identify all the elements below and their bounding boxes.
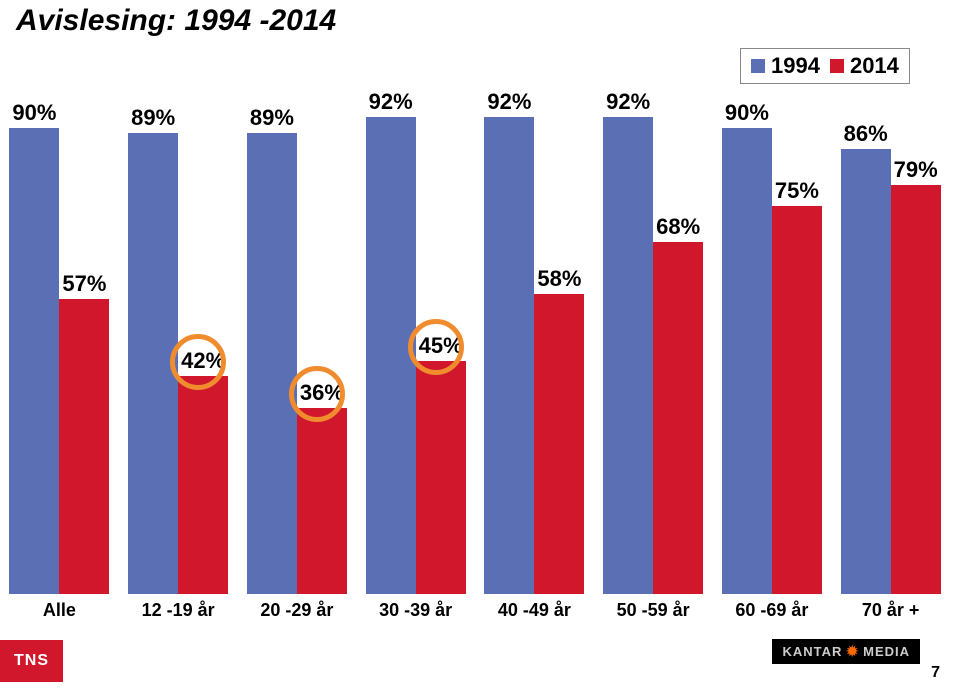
x-axis-label: 30 -39 år xyxy=(379,600,452,621)
tns-logo: TNS xyxy=(0,640,63,682)
x-axis-label: 50 -59 år xyxy=(617,600,690,621)
bar-label: 75% xyxy=(775,178,819,204)
bar-2014: 57% xyxy=(59,299,109,594)
bar-group: 90%75% xyxy=(722,76,822,594)
highlight-circle xyxy=(289,366,345,422)
bar-label: 86% xyxy=(844,121,888,147)
flame-icon: ✹ xyxy=(846,643,859,660)
page-number: 7 xyxy=(931,664,940,682)
legend-swatch-2014 xyxy=(830,59,844,73)
kantar-logo: KANTAR ✹ MEDIA xyxy=(772,639,920,664)
bar-1994: 92% xyxy=(366,117,416,594)
bar-label: 92% xyxy=(487,89,531,115)
chart-title: Avislesing: 1994 -2014 xyxy=(16,4,336,38)
x-axis-label: 70 år + xyxy=(862,600,920,621)
bar-2014: 58% xyxy=(534,294,584,594)
bar-1994: 92% xyxy=(484,117,534,594)
bar-label: 89% xyxy=(131,105,175,131)
x-axis-label: Alle xyxy=(43,600,76,621)
bar-label: 90% xyxy=(12,100,56,126)
bar-1994: 90% xyxy=(9,128,59,594)
bar-1994: 90% xyxy=(722,128,772,594)
bar-group: 92%58% xyxy=(484,76,584,594)
bar-label: 90% xyxy=(725,100,769,126)
x-axis-label: 12 -19 år xyxy=(142,600,215,621)
bar-label: 79% xyxy=(894,157,938,183)
bar-label: 68% xyxy=(656,214,700,240)
bar-2014: 42% xyxy=(178,376,228,594)
x-axis-label: 60 -69 år xyxy=(735,600,808,621)
kantar-text: KANTAR xyxy=(782,644,842,659)
x-axis-label: 40 -49 år xyxy=(498,600,571,621)
highlight-circle xyxy=(408,319,464,375)
bar-2014: 68% xyxy=(653,242,703,594)
bar-group: 89%36% xyxy=(247,76,347,594)
bar-group: 89% 42% xyxy=(128,76,228,594)
bar-2014: 79% xyxy=(891,185,941,594)
bar-label: 58% xyxy=(537,266,581,292)
bar-group: 90%57% xyxy=(9,76,109,594)
bar-chart: 90%57%89%42%89%36%92%45%92%58%92%68%90%7… xyxy=(0,76,950,594)
bar-1994: 89% xyxy=(247,133,297,594)
bar-label: 89% xyxy=(250,105,294,131)
bar-group: 92%68% xyxy=(603,76,703,594)
kantar-sub: MEDIA xyxy=(863,644,910,659)
bar-label: 92% xyxy=(606,89,650,115)
bar-1994: 92% xyxy=(603,117,653,594)
bar-label: 92% xyxy=(369,89,413,115)
legend-swatch-1994 xyxy=(751,59,765,73)
bar-2014: 36% xyxy=(297,408,347,594)
bar-2014: 45% xyxy=(416,361,466,594)
bar-label: 57% xyxy=(62,271,106,297)
bar-group: 86%79% xyxy=(841,76,941,594)
x-axis-label: 20 -29 år xyxy=(260,600,333,621)
bar-1994: 86% xyxy=(841,149,891,594)
bar-2014: 75% xyxy=(772,206,822,595)
x-axis-labels: Alle 12 -19 år 20 -29 år 30 -39 år 40 -49 år… xyxy=(0,600,950,624)
